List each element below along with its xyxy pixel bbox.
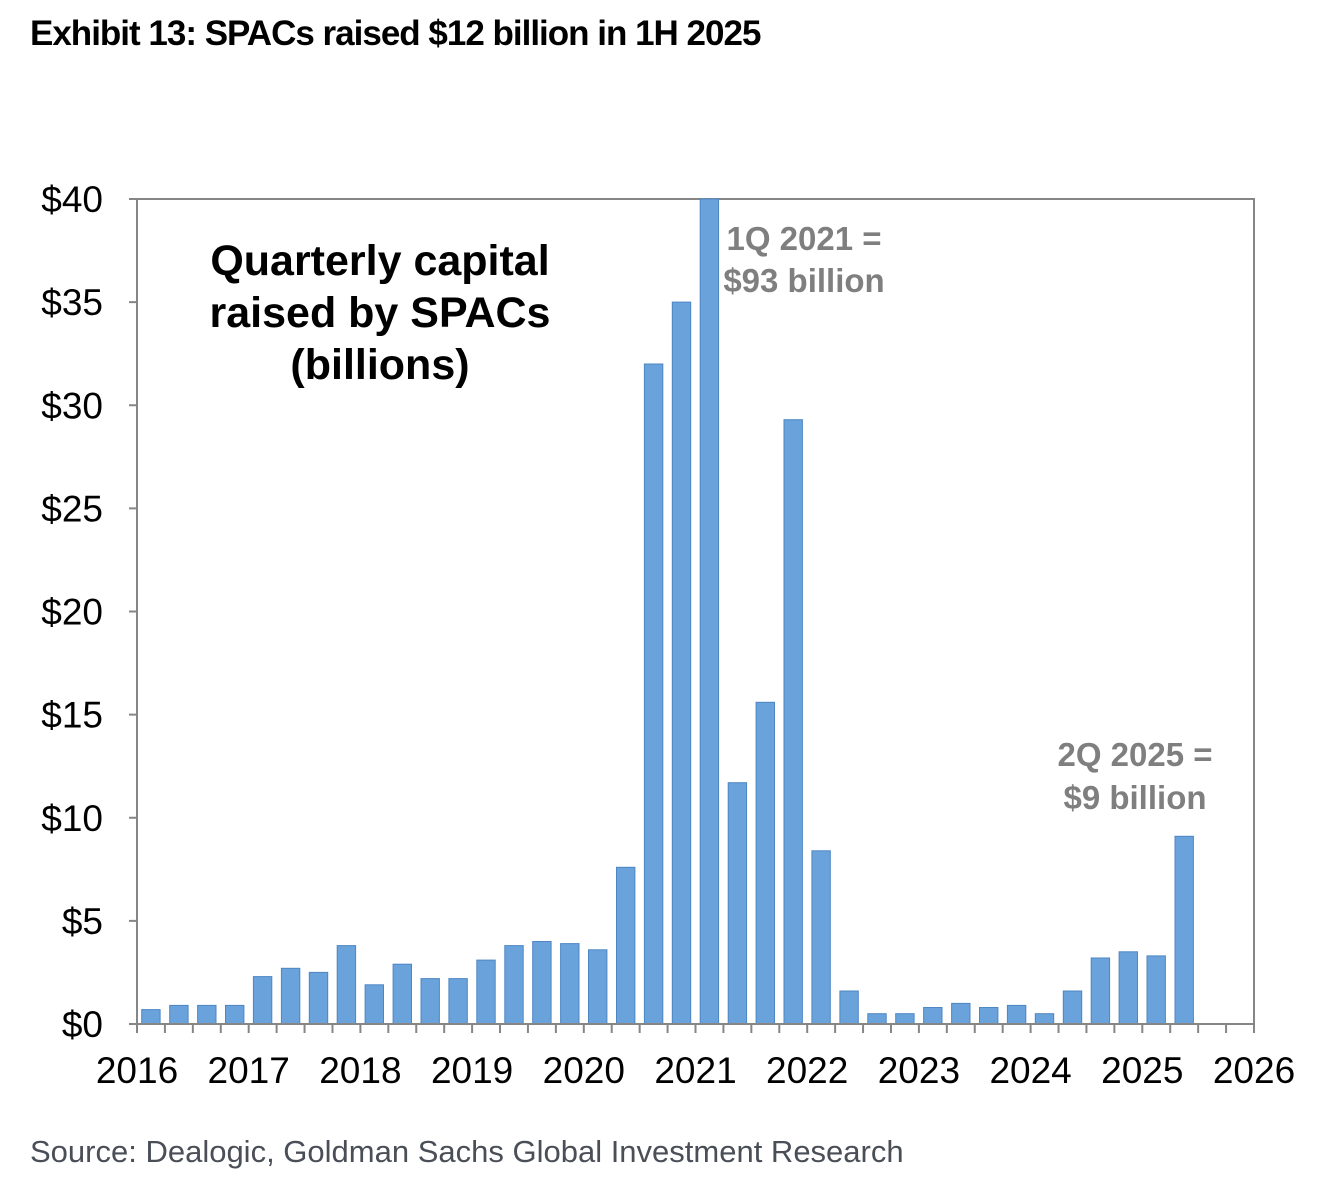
x-tick-label: 2019	[431, 1050, 513, 1091]
bar-2q-2016	[169, 1004, 189, 1025]
bar-1q-2022	[811, 850, 831, 1025]
chart-inset-title-line-1: Quarterly capital	[210, 237, 549, 285]
x-tick-label: 2017	[208, 1050, 290, 1091]
bar-3q-2017	[308, 971, 329, 1025]
x-tick-label: 2024	[989, 1050, 1071, 1091]
chart-inset-title-line-2: raised by SPACs	[210, 289, 551, 337]
bar-4q-2021	[783, 419, 803, 1025]
x-tick-label: 2021	[654, 1050, 736, 1091]
y-tick-label: $25	[41, 488, 103, 529]
bar-4q-2023	[1006, 1004, 1027, 1025]
y-tick-label: $10	[41, 798, 103, 839]
bar-4q-2020	[671, 301, 692, 1025]
bar-1q-2020	[588, 949, 608, 1025]
bar-3q-2021	[755, 701, 775, 1025]
bar-1q-2024	[1034, 1013, 1055, 1025]
bar-1q-2023	[923, 1007, 943, 1025]
bar-2q-2018	[392, 963, 413, 1025]
x-tick-label: 2026	[1213, 1050, 1295, 1091]
y-tick-label: $20	[41, 592, 103, 633]
bar-2q-2024	[1062, 990, 1083, 1025]
y-tick-label: $15	[41, 695, 103, 736]
bar-4q-2022	[895, 1013, 915, 1025]
bar-1q-2025	[1146, 955, 1166, 1025]
y-tick-label: $40	[41, 179, 103, 220]
bar-2q-2019	[504, 945, 524, 1025]
bar-3q-2024	[1090, 957, 1111, 1025]
bar-3q-2020	[643, 363, 664, 1025]
annotation-2q-2025-line-1: 2Q 2025 =	[1057, 736, 1212, 773]
annotation-1q-2021-line-2: $93 billion	[723, 262, 884, 299]
bar-2q-2020	[616, 866, 636, 1025]
bar-4q-2024	[1118, 951, 1138, 1025]
x-tick-label: 2022	[766, 1050, 848, 1091]
x-tick-label: 2016	[96, 1050, 178, 1091]
bars-layer	[141, 198, 1194, 1025]
bar-2q-2022	[839, 990, 859, 1025]
chart-inset-title-line-3: (billions)	[290, 341, 469, 389]
bar-1q-2021	[699, 198, 720, 1025]
bar-4q-2017	[336, 945, 357, 1025]
y-tick-label: $0	[62, 1004, 103, 1045]
annotation-1q-2021-line-1: 1Q 2021 =	[726, 220, 881, 257]
bar-3q-2018	[420, 978, 440, 1025]
x-tick-label: 2018	[319, 1050, 401, 1091]
bar-2q-2023	[951, 1002, 971, 1025]
spac-bar-chart: $0 $5 $10 $15 $20 $25 $30 $35 $40 2016 2017 2018 201…	[41, 179, 1295, 1091]
bar-1q-2019	[476, 959, 496, 1025]
annotation-2q-2025-line-2: $9 billion	[1063, 779, 1206, 816]
bar-4q-2016	[225, 1004, 245, 1025]
y-tick-label: $5	[62, 901, 103, 942]
labels-layer: $0 $5 $10 $15 $20 $25 $30 $35 $40 2016 2017 2018 201…	[41, 179, 1295, 1091]
bar-3q-2016	[197, 1004, 217, 1025]
bar-3q-2019	[532, 941, 552, 1025]
bar-3q-2022	[867, 1013, 887, 1025]
bar-2q-2025	[1174, 835, 1194, 1025]
exhibit-title: Exhibit 13: SPACs raised $12 billion in …	[30, 14, 761, 53]
y-tick-label: $30	[41, 385, 103, 426]
axes-layer	[129, 198, 1255, 1033]
bar-1q-2018	[364, 984, 385, 1025]
x-tick-label: 2025	[1101, 1050, 1183, 1091]
bar-1q-2017	[252, 976, 273, 1025]
bar-3q-2023	[979, 1007, 999, 1025]
bar-2q-2021	[727, 782, 748, 1025]
plot-area-frame	[136, 198, 1255, 1025]
bar-4q-2018	[448, 978, 468, 1025]
source-note: Source: Dealogic, Goldman Sachs Global I…	[30, 1134, 904, 1169]
y-tick-label: $35	[41, 282, 103, 323]
bar-2q-2017	[280, 967, 301, 1025]
bar-1q-2016	[141, 1009, 161, 1025]
bar-4q-2019	[560, 943, 580, 1025]
x-tick-label: 2023	[878, 1050, 960, 1091]
x-tick-label: 2020	[543, 1050, 625, 1091]
